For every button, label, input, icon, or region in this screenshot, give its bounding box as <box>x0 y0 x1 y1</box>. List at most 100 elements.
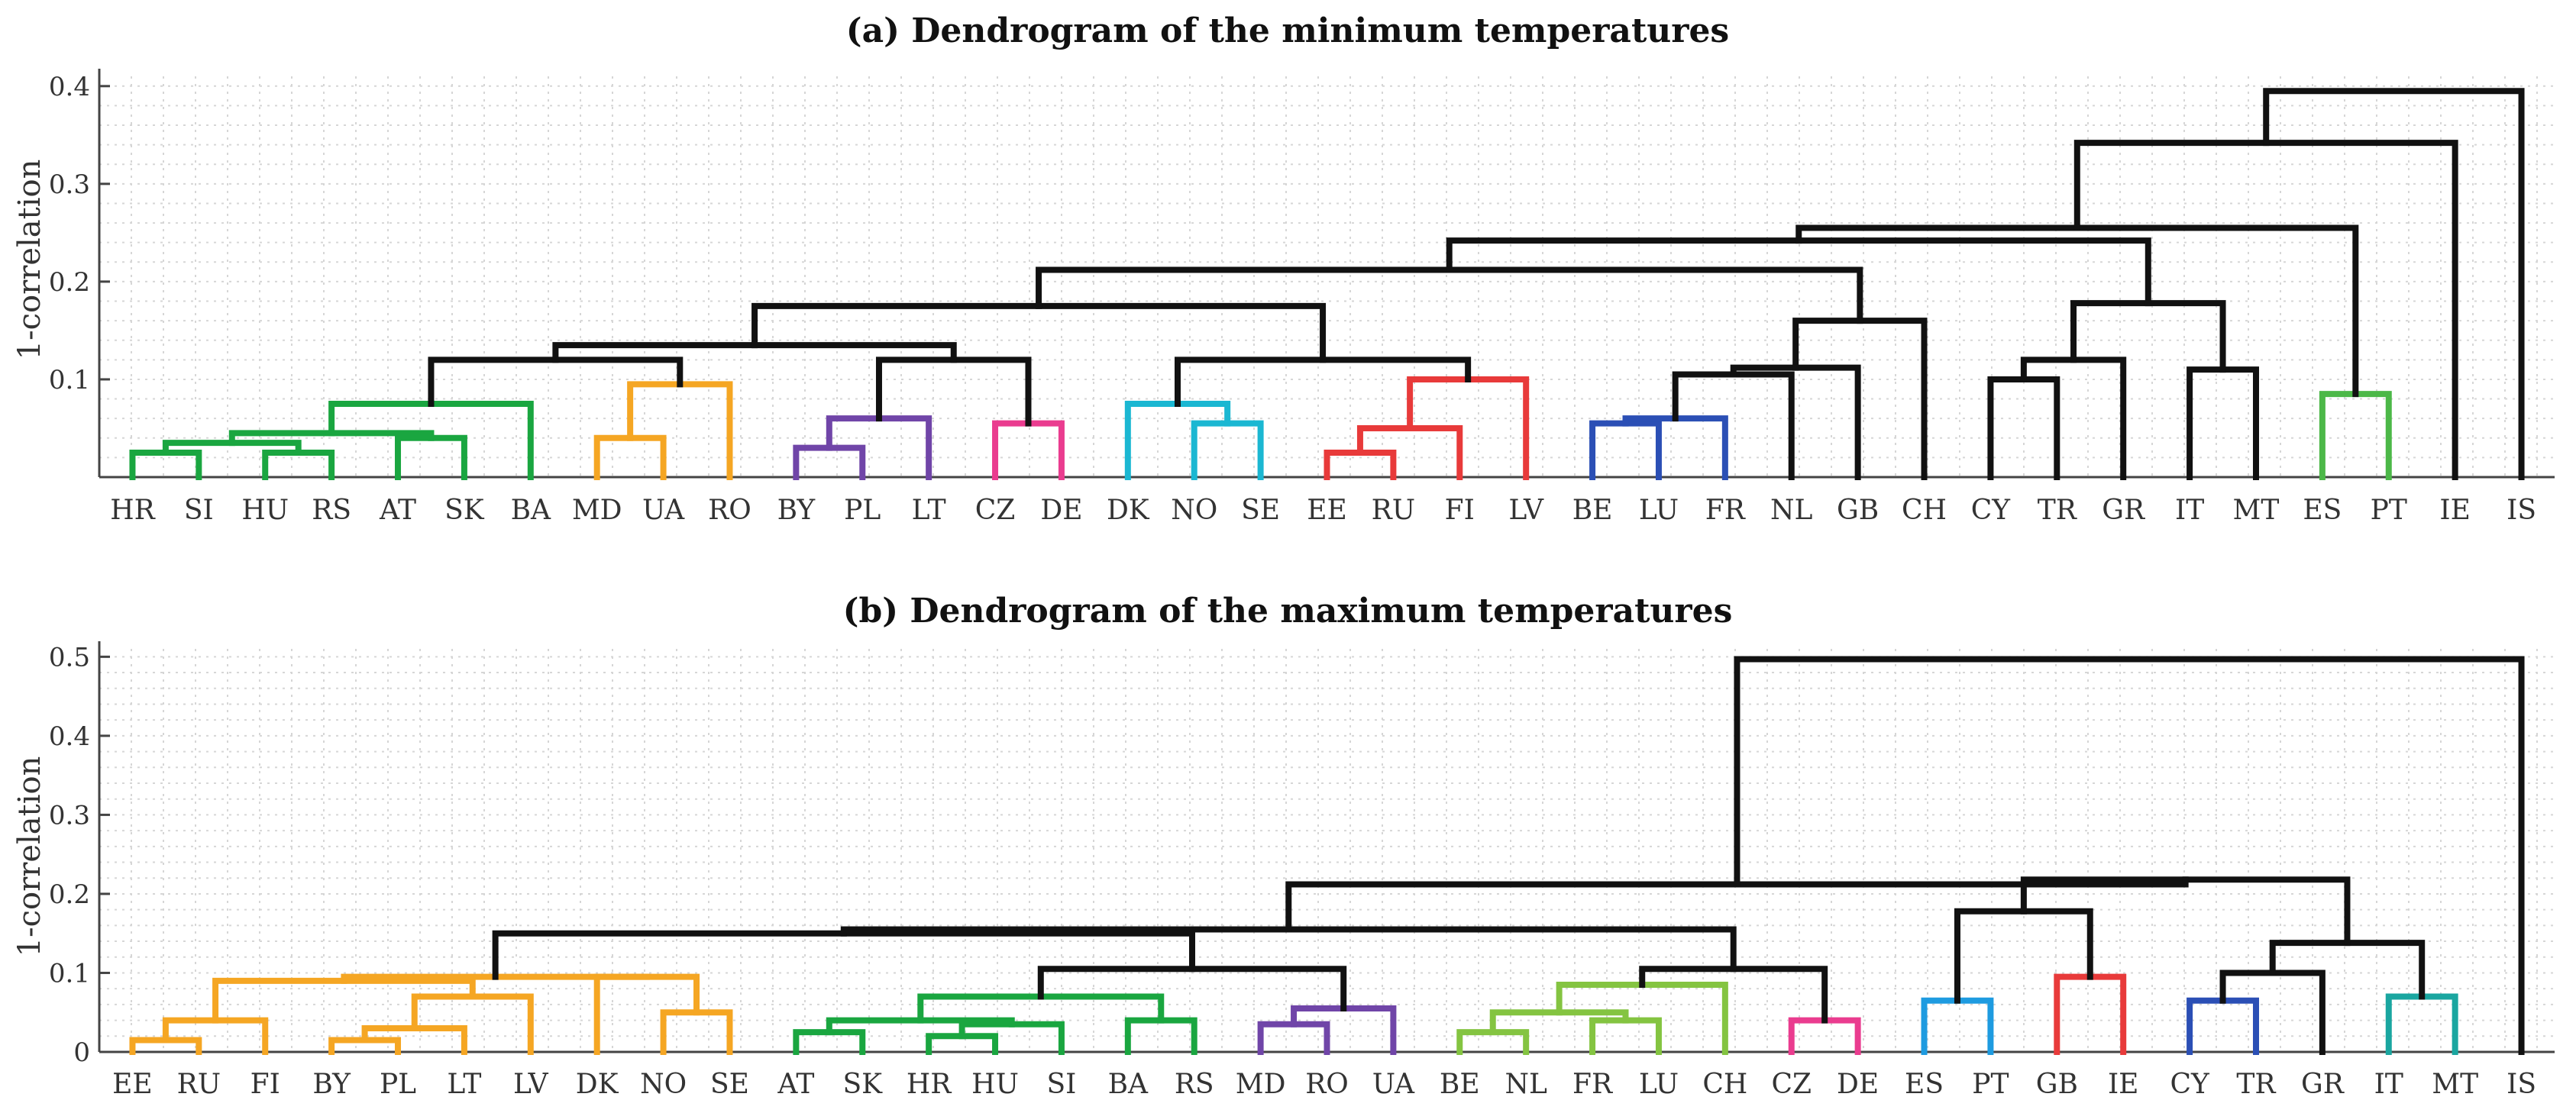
dendrogram-link <box>2187 366 2259 480</box>
leaf-label-sk: SK <box>444 495 485 526</box>
leaf-label-ro: RO <box>1305 1069 1349 1100</box>
y-tick-label: 0.5 <box>49 642 90 673</box>
leaf-label-de: DE <box>1040 495 1082 526</box>
leaf-label-se: SE <box>710 1069 749 1100</box>
leaf-label-ee: EE <box>1307 495 1347 526</box>
leaf-label-ru: RU <box>177 1069 221 1100</box>
dendrogram-link <box>751 302 1327 363</box>
leaf-label-ie: IE <box>2108 1069 2139 1100</box>
dendrogram-link <box>593 434 667 480</box>
panel-b-ylabel: 1-correlation <box>12 757 47 957</box>
leaf-label-cy: CY <box>2170 1069 2210 1100</box>
leaf-label-by: BY <box>777 495 816 526</box>
dendrogram-link <box>2187 997 2259 1055</box>
dendrogram-link <box>1795 224 2359 398</box>
dendrogram-link <box>1124 400 1231 480</box>
dendrogram-link <box>212 977 476 1024</box>
leaf-label-si: SI <box>184 495 214 526</box>
leaf-label-pt: PT <box>1972 1069 2009 1100</box>
leaf-label-dk: DK <box>576 1069 619 1100</box>
dendrogram-link <box>2054 973 2127 1055</box>
dendrogram-link <box>2263 88 2525 480</box>
panel-b-grid <box>99 649 2555 1053</box>
leaf-label-be: BE <box>1572 495 1613 526</box>
leaf-label-lt: LT <box>447 1069 481 1100</box>
dendrogram-link <box>2319 391 2392 480</box>
panel-b: (b) Dendrogram of the maximum temperatur… <box>12 592 1732 957</box>
dendrogram-link <box>1730 364 1861 480</box>
leaf-label-fr: FR <box>1572 1069 1613 1100</box>
panel-b-plot: 0 0.1 0.2 0.3 0.4 0.5 EE RU FI BY PL LT LV DK NO SE AT SK… <box>49 641 2555 1100</box>
leaf-label-cz: CZ <box>1771 1069 1812 1100</box>
leaf-label-be: BE <box>1440 1069 1480 1100</box>
y-tick-label: 0.3 <box>49 800 90 831</box>
leaf-label-no: NO <box>1171 495 1217 526</box>
leaf-label-lu: LU <box>1639 495 1679 526</box>
dendrogram-link <box>1589 420 1662 480</box>
leaf-label-it: IT <box>2175 495 2204 526</box>
dendrogram-link <box>1589 1017 1662 1055</box>
leaf-label-dk: DK <box>1107 495 1150 526</box>
leaf-label-gr: GR <box>2102 495 2145 526</box>
leaf-label-tr: TR <box>2038 495 2077 526</box>
leaf-label-rs: RS <box>1175 1069 1214 1100</box>
y-tick-label: 0.3 <box>49 169 90 200</box>
panel-a-plot: 0.1 0.2 0.3 0.4 HR SI HU RS AT SK BA MD UA RO BY PL LT CZ… <box>49 69 2555 526</box>
leaf-label-pt: PT <box>2371 495 2407 526</box>
leaf-label-gr: GR <box>2301 1069 2345 1100</box>
dendrogram-link <box>1036 266 1863 324</box>
leaf-label-is: IS <box>2507 495 2536 526</box>
leaf-label-it: IT <box>2374 1069 2403 1100</box>
panel-a-leaf-labels: HR SI HU RS AT SK BA MD UA RO BY PL LT CZ DE DK NO SE EE RU… <box>110 495 2536 526</box>
leaf-label-lv: LV <box>1508 495 1544 526</box>
y-tick-label: 0.4 <box>49 72 90 102</box>
panel-b-links <box>129 656 2525 1055</box>
leaf-label-fi: FI <box>1445 495 1475 526</box>
leaf-label-lt: LT <box>912 495 946 526</box>
panel-a-grid <box>99 76 2555 478</box>
leaf-label-lv: LV <box>513 1069 549 1100</box>
leaf-label-pl: PL <box>380 1069 416 1100</box>
leaf-label-ua: UA <box>1372 1069 1415 1100</box>
leaf-label-tr: TR <box>2236 1069 2276 1100</box>
panel-a: (a) Dendrogram of the minimum temperatur… <box>12 11 1729 360</box>
dendrogram-link <box>1788 1017 1861 1055</box>
leaf-label-fi: FI <box>250 1069 280 1100</box>
leaf-label-lu: LU <box>1639 1069 1679 1100</box>
dendrogram-link <box>1921 997 1994 1055</box>
leaf-label-ua: UA <box>642 495 685 526</box>
leaf-label-gb: GB <box>1837 495 1879 526</box>
leaf-label-md: MD <box>572 495 622 526</box>
leaf-label-hr: HR <box>110 495 155 526</box>
leaf-label-hu: HU <box>241 495 289 526</box>
leaf-label-de: DE <box>1837 1069 1879 1100</box>
dendrogram-link <box>2219 969 2326 1055</box>
leaf-label-ch: CH <box>1702 1069 1747 1100</box>
panel-a-links <box>129 88 2525 480</box>
leaf-label-mt: MT <box>2432 1069 2478 1100</box>
y-tick-label: 0.1 <box>49 365 90 395</box>
leaf-label-no: NO <box>640 1069 687 1100</box>
dendrogram-link <box>1672 371 1795 480</box>
y-tick-label: 0.4 <box>49 721 90 752</box>
leaf-label-md: MD <box>1236 1069 1286 1100</box>
dendrogram-link <box>2073 140 2458 480</box>
dendrogram-link <box>992 420 1065 480</box>
leaf-label-es: ES <box>2303 495 2342 526</box>
leaf-label-rs: RS <box>312 495 351 526</box>
panel-a-title: (a) Dendrogram of the minimum temperatur… <box>846 11 1729 50</box>
leaf-label-at: AT <box>777 1069 814 1100</box>
dendrogram-link <box>1639 966 1828 1024</box>
leaf-label-cz: CZ <box>975 495 1016 526</box>
leaf-label-ru: RU <box>1372 495 1415 526</box>
y-tick-label: 0.1 <box>49 958 90 989</box>
leaf-label-ee: EE <box>112 1069 153 1100</box>
dendrogram-link <box>793 444 866 480</box>
leaf-label-gb: GB <box>2036 1069 2078 1100</box>
dendrogram-link <box>395 434 467 480</box>
leaf-label-mt: MT <box>2233 495 2280 526</box>
dendrogram-link <box>660 1009 733 1055</box>
leaf-label-by: BY <box>312 1069 351 1100</box>
